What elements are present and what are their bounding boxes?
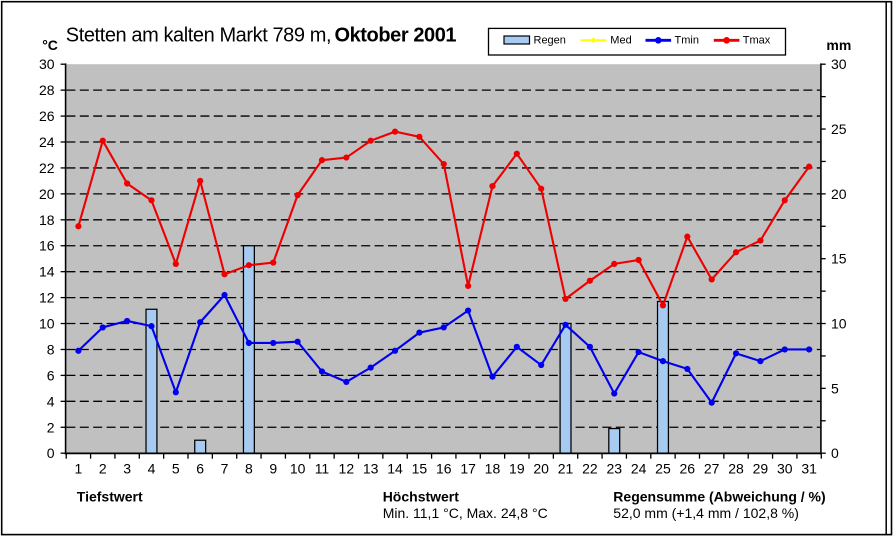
svg-text:30: 30 bbox=[831, 56, 847, 72]
svg-text:25: 25 bbox=[655, 460, 671, 476]
svg-text:2: 2 bbox=[47, 419, 55, 435]
svg-text:7: 7 bbox=[221, 460, 229, 476]
svg-text:6: 6 bbox=[47, 367, 55, 383]
svg-text:29: 29 bbox=[753, 460, 769, 476]
svg-text:24: 24 bbox=[39, 134, 55, 150]
svg-text:Höchstwert: Höchstwert bbox=[383, 489, 460, 505]
svg-text:16: 16 bbox=[39, 238, 55, 254]
svg-text:°C: °C bbox=[42, 37, 58, 53]
svg-text:11: 11 bbox=[315, 460, 330, 476]
svg-text:5: 5 bbox=[831, 380, 839, 396]
svg-text:Stetten am kalten Markt 789 m,: Stetten am kalten Markt 789 m, Oktober 2… bbox=[66, 24, 457, 46]
svg-text:20: 20 bbox=[831, 186, 847, 202]
svg-text:12: 12 bbox=[39, 290, 55, 306]
svg-text:Regen: Regen bbox=[534, 35, 566, 47]
svg-text:30: 30 bbox=[39, 56, 55, 72]
svg-text:3: 3 bbox=[123, 460, 131, 476]
svg-text:10: 10 bbox=[831, 316, 847, 332]
svg-text:22: 22 bbox=[582, 460, 598, 476]
svg-text:12: 12 bbox=[339, 460, 355, 476]
svg-text:27: 27 bbox=[704, 460, 720, 476]
svg-text:Med: Med bbox=[610, 35, 631, 47]
svg-text:10: 10 bbox=[290, 460, 306, 476]
svg-text:Tmax: Tmax bbox=[743, 35, 771, 47]
svg-text:22: 22 bbox=[39, 160, 55, 176]
svg-text:15: 15 bbox=[412, 460, 428, 476]
svg-text:28: 28 bbox=[728, 460, 744, 476]
svg-text:Min. 11,1 °C, Max. 24,8 °C: Min. 11,1 °C, Max. 24,8 °C bbox=[383, 505, 548, 521]
svg-text:26: 26 bbox=[39, 108, 55, 124]
svg-text:26: 26 bbox=[680, 460, 696, 476]
svg-text:13: 13 bbox=[363, 460, 379, 476]
svg-text:31: 31 bbox=[801, 460, 817, 476]
svg-text:mm: mm bbox=[826, 37, 851, 53]
svg-text:21: 21 bbox=[558, 460, 574, 476]
svg-text:1: 1 bbox=[75, 460, 83, 476]
svg-text:8: 8 bbox=[245, 460, 253, 476]
svg-text:6: 6 bbox=[196, 460, 204, 476]
svg-text:18: 18 bbox=[39, 212, 55, 228]
svg-text:24: 24 bbox=[631, 460, 647, 476]
svg-text:52,0 mm (+1,4 mm / 102,8 %): 52,0 mm (+1,4 mm / 102,8 %) bbox=[613, 505, 799, 521]
svg-text:4: 4 bbox=[47, 393, 55, 409]
svg-text:0: 0 bbox=[831, 445, 839, 461]
svg-text:19: 19 bbox=[509, 460, 525, 476]
svg-text:14: 14 bbox=[387, 460, 403, 476]
svg-text:0: 0 bbox=[47, 445, 55, 461]
svg-text:15: 15 bbox=[831, 251, 847, 267]
svg-text:Tiefstwert: Tiefstwert bbox=[77, 489, 143, 505]
svg-text:14: 14 bbox=[39, 264, 55, 280]
svg-text:4: 4 bbox=[148, 460, 156, 476]
svg-text:30: 30 bbox=[777, 460, 793, 476]
svg-text:25: 25 bbox=[831, 121, 847, 137]
svg-text:28: 28 bbox=[39, 82, 55, 98]
svg-text:20: 20 bbox=[533, 460, 549, 476]
svg-text:9: 9 bbox=[269, 460, 277, 476]
svg-text:18: 18 bbox=[485, 460, 501, 476]
svg-text:10: 10 bbox=[39, 316, 55, 332]
svg-text:17: 17 bbox=[460, 460, 476, 476]
svg-text:20: 20 bbox=[39, 186, 55, 202]
svg-text:23: 23 bbox=[606, 460, 622, 476]
svg-text:8: 8 bbox=[47, 342, 55, 358]
svg-text:2: 2 bbox=[99, 460, 107, 476]
svg-text:5: 5 bbox=[172, 460, 180, 476]
svg-text:16: 16 bbox=[436, 460, 452, 476]
svg-text:Tmin: Tmin bbox=[675, 35, 699, 47]
svg-text:Regensumme (Abweichung / %): Regensumme (Abweichung / %) bbox=[613, 489, 825, 505]
